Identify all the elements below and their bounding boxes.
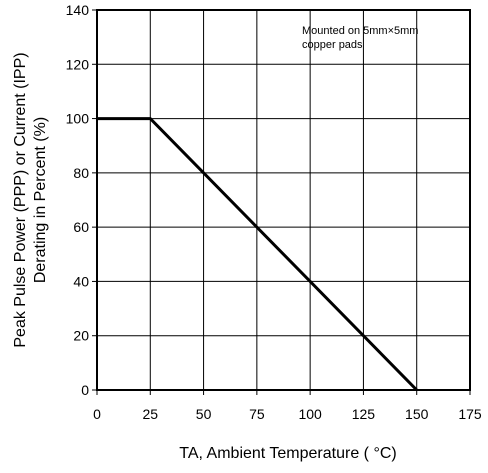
x-tick-label: 50: [196, 406, 212, 422]
x-tick-label: 150: [405, 406, 429, 422]
x-tick-label: 25: [142, 406, 158, 422]
y-tick-labels: 0 20 40 60 80 100 120 140: [66, 2, 97, 398]
x-axis-label: TA, Ambient Temperature ( °C): [179, 445, 396, 462]
y-axis-label-line-2: Derating in Percent (%): [32, 117, 49, 283]
grid: [97, 10, 470, 390]
series-layer: [97, 117, 418, 392]
y-tick-label: 60: [73, 219, 89, 235]
x-tick-labels: 0 25 50 75 100 125 150 175: [93, 390, 482, 422]
y-tick-label: 100: [66, 111, 90, 127]
x-tick-label: 125: [352, 406, 376, 422]
y-tick-label: 120: [66, 56, 90, 72]
annotation-line-2: copper pads: [302, 39, 363, 51]
y-tick-label: 40: [73, 273, 89, 289]
x-tick-label: 75: [249, 406, 265, 422]
y-tick-label: 80: [73, 165, 89, 181]
y-tick-label: 140: [66, 2, 90, 18]
annotation-line-1: Mounted on 5mm×5mm: [302, 25, 418, 37]
y-tick-label: 0: [81, 382, 89, 398]
plot-frame: [96, 9, 471, 391]
y-tick-label: 20: [73, 328, 89, 344]
x-tick-label: 100: [298, 406, 322, 422]
y-axis-label-line-1: Peak Pulse Power (PPP) or Current (IPP): [12, 52, 29, 347]
derating-line: [97, 117, 418, 392]
x-tick-label: 175: [458, 406, 482, 422]
x-tick-label: 0: [93, 406, 101, 422]
